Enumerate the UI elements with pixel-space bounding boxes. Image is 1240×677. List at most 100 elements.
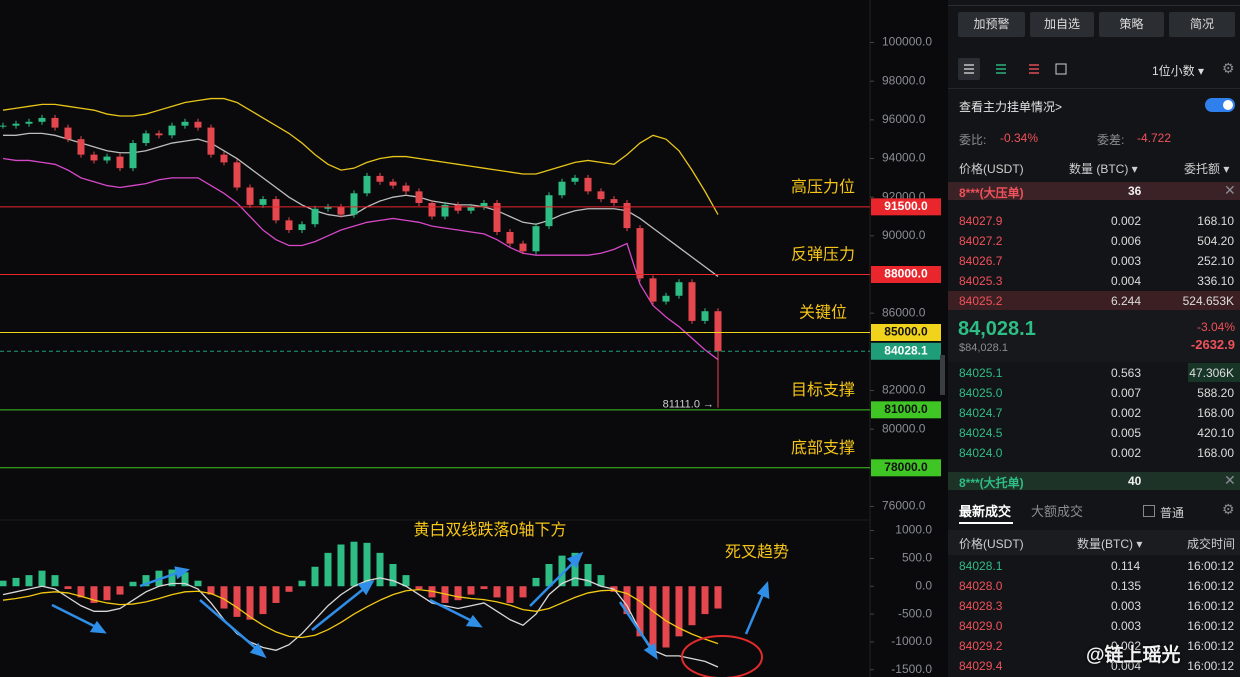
y-tick-label: 76000.0: [882, 499, 926, 513]
col-header: 成交时间: [1187, 537, 1236, 551]
big-ask-row: [948, 182, 1240, 200]
trade-price: 84029.4: [959, 659, 1003, 673]
main-orders-link[interactable]: 查看主力挂单情况>: [959, 100, 1063, 114]
annotation: 死叉趋势: [725, 543, 789, 561]
trade-qty: 0.114: [1111, 559, 1141, 573]
mid-usd: $84,028.1: [959, 342, 1008, 354]
button[interactable]: 策略: [1099, 12, 1164, 37]
decimals-select[interactable]: 1位小数 ▾: [1152, 64, 1205, 78]
candle: [246, 187, 254, 205]
mid-box: [948, 310, 1240, 362]
candle: [90, 154, 98, 161]
macd-bar: [545, 563, 553, 587]
macd-bar: [142, 575, 150, 587]
candle: [649, 278, 657, 302]
settings-icon[interactable]: ⚙: [1222, 60, 1235, 76]
depth-bar: [948, 291, 1240, 310]
bid-price: 84025.1: [959, 366, 1003, 380]
ask-amount: 252.10: [1197, 254, 1234, 268]
settings-icon[interactable]: ⚙: [1222, 501, 1235, 517]
bollinger-mid: [3, 132, 719, 277]
macd-bar: [25, 575, 33, 587]
tab[interactable]: 最新成交: [959, 504, 1012, 519]
ratio: -0.34%: [1000, 131, 1039, 145]
macd-bar: [714, 586, 722, 609]
macd-bar: [298, 580, 306, 587]
ask-price: 84026.7: [959, 254, 1003, 268]
candle: [64, 127, 72, 140]
macd-bar: [454, 586, 462, 601]
macd-bar: [207, 586, 215, 595]
col-header[interactable]: 数量 (BTC) ▾: [1069, 162, 1138, 176]
trade-price: 84028.0: [959, 579, 1003, 593]
candle: [0, 125, 7, 127]
trade-qty: 0.003: [1111, 619, 1142, 633]
ask-amount: 168.10: [1197, 214, 1234, 228]
candle: [662, 295, 670, 302]
candle: [233, 162, 241, 188]
candle: [584, 177, 592, 192]
toggle[interactable]: [1205, 98, 1235, 112]
candle: [389, 181, 397, 186]
candle: [77, 139, 85, 155]
y-tick-label: 96000.0: [882, 112, 926, 126]
candle: [194, 121, 202, 128]
macd-bar: [181, 572, 189, 587]
trade-amount: 16:00:12: [1187, 559, 1234, 573]
trade-qty: 0.135: [1111, 579, 1142, 593]
candle: [350, 193, 358, 215]
macd-bar: [350, 541, 358, 587]
splitter-handle[interactable]: [940, 355, 945, 395]
col-header[interactable]: 委托额 ▾: [1184, 162, 1230, 176]
macd-bar: [311, 566, 319, 587]
col-header: 价格(USDT): [959, 162, 1024, 176]
macd-bar: [480, 586, 488, 590]
macd-bar: [415, 586, 423, 590]
macd-dif: [2, 577, 719, 668]
candle: [181, 121, 189, 126]
macd-bar: [363, 542, 371, 587]
ask-amount: 336.10: [1197, 274, 1234, 288]
level-label: 91500.0: [884, 199, 928, 213]
checkbox[interactable]: [1143, 505, 1155, 517]
candle: [714, 311, 722, 352]
bid-price: 84024.7: [959, 406, 1003, 420]
tab-underline: [959, 522, 1013, 524]
button[interactable]: 简况: [1169, 12, 1235, 37]
level-note: 关键位: [799, 304, 847, 322]
button[interactable]: 加自选: [1030, 12, 1094, 37]
trade-amount: 16:00:12: [1187, 579, 1234, 593]
macd-bar: [493, 586, 501, 598]
trade-qty: 0.004: [1111, 659, 1142, 673]
macd-bar: [636, 586, 644, 637]
bollinger-lower: [2, 157, 719, 361]
macd-bar: [220, 586, 228, 609]
close-icon[interactable]: ✕: [1224, 182, 1236, 198]
macd-bar: [64, 586, 72, 590]
close-icon[interactable]: ✕: [1224, 472, 1236, 488]
y-tick-label: 80000.0: [882, 421, 926, 435]
button[interactable]: 加预警: [958, 12, 1025, 37]
macd-bar: [467, 586, 475, 595]
macd-bar: [376, 552, 384, 587]
candle: [402, 185, 410, 192]
diff: -4.722: [1137, 131, 1172, 145]
macd-bar: [285, 586, 293, 592]
candle: [701, 311, 709, 321]
macd-bar: [38, 570, 46, 587]
bid-amount: 168.00: [1197, 446, 1234, 460]
tab[interactable]: 大额成交: [1031, 504, 1084, 519]
bid-amount: 420.10: [1197, 426, 1234, 440]
candle: [207, 127, 215, 155]
col-header[interactable]: 数量(BTC) ▾: [1077, 537, 1143, 551]
candle: [285, 220, 293, 231]
level-note: 目标支撑: [791, 381, 855, 399]
macd-bar: [519, 586, 527, 598]
bid-price: 84025.0: [959, 386, 1003, 400]
big-ask-count: 36: [1128, 184, 1142, 198]
candle: [12, 123, 20, 126]
ask-price: 84025.2: [959, 294, 1003, 308]
trade-qty: 0.003: [1111, 599, 1142, 613]
mid-price: 84,028.1: [958, 318, 1036, 340]
